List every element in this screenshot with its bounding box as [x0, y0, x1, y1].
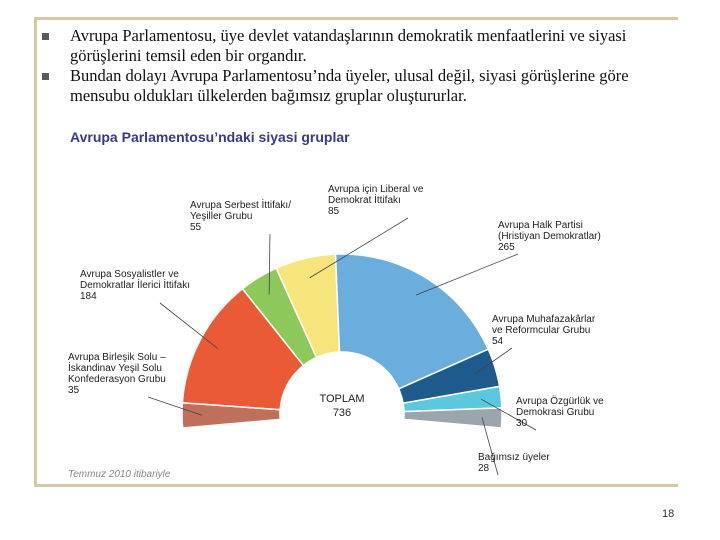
- slice-label: Avrupa Sosyalistler ve Demokratlar İleric…: [80, 269, 190, 302]
- center-total: 736: [333, 407, 351, 419]
- bullet-item: Bundan dolayı Avrupa Parlamentosu’nda üy…: [40, 66, 680, 106]
- slice-label: Avrupa Özgürlük ve Demokrasi Grubu 30: [516, 395, 604, 429]
- leader-line: [481, 398, 537, 431]
- leader-line: [147, 396, 203, 416]
- page-number: 18: [662, 508, 675, 520]
- slice-label: Avrupa Birleşik Solu – İskandinav Yeşil S…: [68, 352, 166, 396]
- bullet-item: Avrupa Parlamentosu, üye devlet vatandaş…: [40, 26, 680, 66]
- bullet-list: Avrupa Parlamentosu, üye devlet vatandaş…: [40, 26, 680, 106]
- leader-line: [268, 233, 271, 295]
- parliament-chart: Avrupa Parlamentosu’ndaki siyasi gruplar…: [68, 129, 604, 480]
- leader-line: [159, 302, 219, 350]
- frame-left-border: [34, 17, 37, 487]
- leader-line: [309, 217, 409, 279]
- center-label: TOPLAM: [319, 393, 364, 405]
- bullet-square-icon: [42, 73, 49, 80]
- pie-slice: [402, 407, 503, 429]
- slice-label: Avrupa için Liberal ve Demokrat İttifakı 8…: [328, 184, 424, 217]
- chart-title: Avrupa Parlamentosu’ndaki siyasi gruplar: [70, 129, 350, 145]
- leader-line: [415, 253, 519, 296]
- bullet-text: Avrupa Parlamentosu, üye devlet vatandaş…: [70, 26, 627, 65]
- pie-slice: [334, 253, 490, 390]
- leader-line: [475, 347, 513, 374]
- slice-label: Avrupa Serbest İttifakı/Yeşiller Grubu 55: [190, 198, 291, 233]
- slice-label: Avrupa Muhafazakârlar ve Reformcular Grub…: [492, 314, 596, 347]
- slice-label: Bağımsız üyeler 28: [478, 452, 550, 474]
- frame-top-border: [34, 17, 678, 20]
- pie-slice: [181, 287, 305, 411]
- bullet-square-icon: [42, 33, 49, 40]
- chart-footnote: Temmuz 2010 itibariyle: [68, 469, 171, 480]
- bullet-text: Bundan dolayı Avrupa Parlamentosu’nda üy…: [70, 66, 629, 105]
- slice-label: Avrupa Halk Partisi (Hristiyan Demokratla…: [498, 220, 601, 253]
- frame-bottom-border: [34, 484, 678, 487]
- leader-line: [481, 417, 499, 476]
